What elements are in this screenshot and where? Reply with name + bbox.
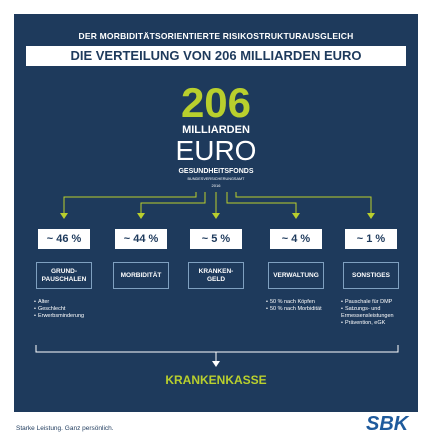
share-label-line: KRANKEN- (198, 267, 234, 275)
share-notes: AlterGeschlechtErwerbsminderung (34, 299, 104, 320)
share-value: ~ 44 % (115, 229, 167, 249)
share-value: ~ 1 % (345, 229, 397, 249)
connector (140, 192, 206, 214)
center-fund: GESUNDHEITSFONDS (178, 168, 254, 175)
footer-slogan: Starke Leistung. Ganz persönlich. (16, 425, 114, 432)
center-number: 206 (180, 79, 252, 126)
center-year: 2016 (211, 183, 221, 188)
share-note: Satzungs- und Ermessensleistungen (341, 306, 411, 320)
share-label-line: GELD (206, 275, 226, 283)
share-label: MORBIDITÄT (113, 262, 169, 289)
share-label-line: PAUSCHALEN (41, 275, 87, 283)
share-note: Pauschale für DMP (341, 299, 411, 306)
share-note: Erwerbsminderung (34, 313, 104, 320)
share-value: ~ 46 % (38, 229, 90, 249)
share-note: 50 % nach Morbidität (266, 306, 336, 313)
share-label: SONSTIGES (343, 262, 399, 289)
arrowhead (60, 213, 68, 219)
connector (63, 192, 197, 214)
share-value: ~ 5 % (190, 229, 242, 249)
share-notes: 50 % nach Köpfen50 % nach Morbidität (266, 299, 336, 313)
arrowhead (137, 213, 145, 219)
center-agency: BUNDESVERSICHERUNGSAMT (187, 177, 245, 181)
share-label-line: SONSTIGES (352, 271, 390, 279)
header-line2: DIE VERTEILUNG VON 206 MILLIARDEN EURO (26, 46, 406, 66)
share-note: 50 % nach Köpfen (266, 299, 336, 306)
share-note: Alter (34, 299, 104, 306)
arrowhead (292, 213, 300, 219)
arrowhead (212, 361, 220, 367)
share-value: ~ 4 % (270, 229, 322, 249)
target: KRANKENKASSE (165, 373, 267, 387)
header-line1: DER MORBIDITÄTSORIENTIERTE RISIKOSTRUKTU… (78, 31, 354, 41)
center-unit2: EURO (175, 135, 257, 166)
arrowhead (212, 213, 220, 219)
share-notes: Pauschale für DMPSatzungs- und Ermessens… (341, 299, 411, 327)
connector (226, 192, 297, 214)
arrowhead (367, 213, 375, 219)
share-label: KRANKEN- GELD (188, 262, 244, 289)
bracket (35, 345, 399, 353)
share-note: Prävention, eGK (341, 320, 411, 327)
share-note: Geschlecht (34, 306, 104, 313)
share-label: VERWALTUNG (268, 262, 324, 289)
share-label-line: GRUND- (51, 267, 77, 275)
share-label-line: VERWALTUNG (273, 271, 319, 279)
center-unit1: MILLIARDEN (182, 124, 250, 136)
share-label-line: MORBIDITÄT (120, 271, 162, 279)
footer-logo: SBK (366, 413, 409, 435)
connector (235, 192, 372, 214)
share-label: GRUND- PAUSCHALEN (36, 262, 92, 289)
